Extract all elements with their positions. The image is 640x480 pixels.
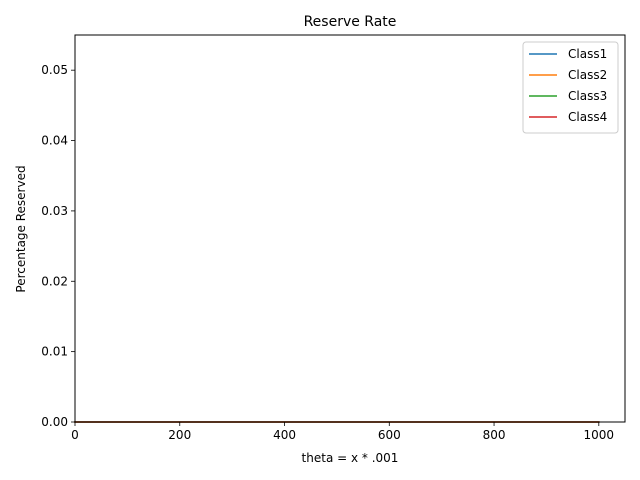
axes-frame (74, 34, 626, 423)
chart-title: Reserve Rate (304, 14, 397, 30)
legend-entry: Class3 (568, 89, 607, 103)
x-tick-label: 200 (168, 428, 191, 442)
y-tick-label: 0.03 (41, 204, 68, 218)
x-tick-label: 1000 (584, 428, 615, 442)
x-tick-label: 400 (273, 428, 296, 442)
x-tick-label: 600 (378, 428, 401, 442)
legend-box (522, 41, 619, 134)
legend-entry: Class2 (568, 68, 607, 82)
legend-entry: Class4 (568, 110, 607, 124)
y-tick-label: 0.04 (41, 134, 68, 148)
x-tick-label: 0 (71, 428, 79, 442)
x-tick-label: 800 (483, 428, 506, 442)
y-tick-label: 0.02 (41, 274, 68, 288)
y-axis-label: Percentage Reserved (14, 165, 28, 292)
plot-area: 0 200 400 600 800 1000 0.00 0.01 0.02 0.03 0.04 0.0… (41, 34, 626, 442)
y-tick-label: 0.00 (41, 415, 68, 429)
legend: Class1 Class2 Class3 Class4 (522, 41, 619, 134)
y-tick-label: 0.05 (41, 63, 68, 77)
x-axis-label: theta = x * .001 (302, 451, 399, 465)
legend-entry: Class1 (568, 47, 607, 61)
y-tick-label: 0.01 (41, 345, 68, 359)
